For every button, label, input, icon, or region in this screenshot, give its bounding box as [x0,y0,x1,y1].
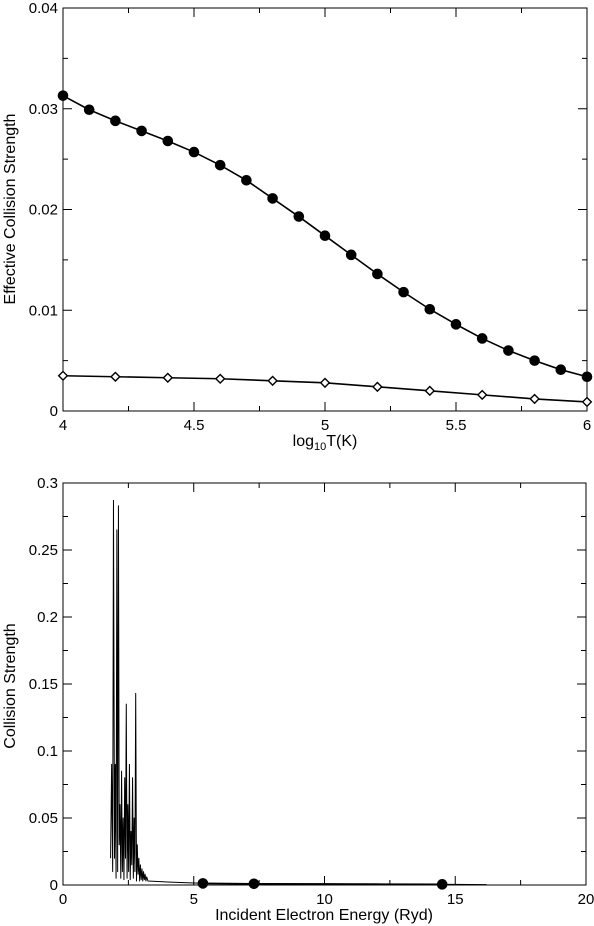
top-series-1-point [136,125,147,137]
bottom-y-axis-label: Collision Strength [2,623,19,748]
top-chart-ticks: 4 4.5 5 5.5 6 0 0.01 0.02 0.03 0.04 [29,0,591,434]
bottom-y-tick-label: 0 [50,877,58,894]
top-series-2-point [372,381,383,393]
top-series-1-point [241,174,252,186]
top-series-1-point [83,104,95,116]
top-y-tick-label: 0.04 [29,0,58,17]
bottom-chart: 0 5 10 15 20 0 0.05 0.1 0.15 0.2 0.25 0.3 Incident … [2,475,594,924]
top-series-1-point [476,333,488,344]
bottom-x-tick-label: 0 [59,891,67,908]
top-series-2-point [529,393,540,405]
top-series-1-point [162,135,174,147]
top-series-1-point [345,249,357,261]
top-series-1-point [110,115,121,127]
top-series-1-point [372,268,383,280]
top-y-tick-label: 0.03 [29,101,58,118]
top-series-1-point [503,345,514,356]
top-series-1-point [293,211,305,222]
top-y-tick-label: 0 [50,403,58,420]
bottom-y-tick-label: 0.15 [29,676,58,693]
bottom-y-tick-label: 0.3 [37,475,58,492]
top-x-axis-label-subscript: 10 [314,441,326,453]
top-series-2-point [581,396,593,408]
top-series-1-point [319,230,331,241]
top-series-1-point [555,364,567,375]
top-series-1-point [214,159,226,171]
bottom-y-tick-label: 0.25 [29,542,58,559]
top-series-1-point [57,90,69,101]
bottom-y-tick-label: 0.05 [29,810,58,827]
top-series-1-point [188,146,200,158]
top-series-2-point [214,373,226,385]
bottom-series-2-line [202,882,443,886]
top-series-2-point [476,389,488,401]
top-x-axis-label-suffix: T(K) [326,433,357,450]
top-x-tick-label: 6 [583,417,591,434]
bottom-x-tick-label: 10 [316,891,333,908]
top-x-tick-label: 4 [59,417,67,434]
top-series-2-point [162,372,174,384]
bottom-series-2-point [197,878,209,889]
bottom-x-axis-label: Incident Electron Energy (Ryd) [215,907,433,924]
top-y-tick-label: 0.02 [29,202,58,219]
bottom-x-tick-label: 15 [447,891,464,908]
top-chart-series [57,90,593,408]
top-x-tick-label: 5 [321,417,329,434]
bottom-y-tick-label: 0.2 [37,609,58,626]
top-series-2-point [319,377,331,389]
top-x-axis-label: log10T(K) [293,433,358,453]
top-y-tick-label: 0.01 [29,302,58,319]
bottom-plot-frame [62,482,587,886]
bottom-x-tick-label: 20 [578,891,594,908]
top-series-1-point [424,303,436,315]
bottom-series-2-point [248,878,260,890]
top-series-2-point [57,370,69,382]
bottom-y-tick-label: 0.1 [37,743,58,760]
top-series-1-point [267,193,278,204]
top-x-tick-label: 4.5 [184,417,205,434]
bottom-series-1-line [110,499,487,886]
top-series-2-point [424,385,436,397]
top-series-2-point [110,371,121,383]
top-series-1-point [398,286,409,298]
top-series-1-point [581,371,593,383]
top-y-axis-label: Effective Collision Strength [2,114,19,305]
top-x-axis-label-main: log [293,433,314,450]
bottom-chart-ticks: 0 5 10 15 20 0 0.05 0.1 0.15 0.2 0.25 0.3 [29,475,594,908]
bottom-series-2-point [436,879,448,890]
top-series-1-point [529,355,540,366]
top-series-2-point [267,375,278,387]
bottom-chart-series [110,499,487,890]
top-series-1-point [450,319,462,330]
top-chart: 4 4.5 5 5.5 6 0 0.01 0.02 0.03 0.04 log10T(K) Eff… [2,0,593,453]
bottom-x-tick-label: 5 [190,891,198,908]
top-x-tick-label: 5.5 [446,417,467,434]
